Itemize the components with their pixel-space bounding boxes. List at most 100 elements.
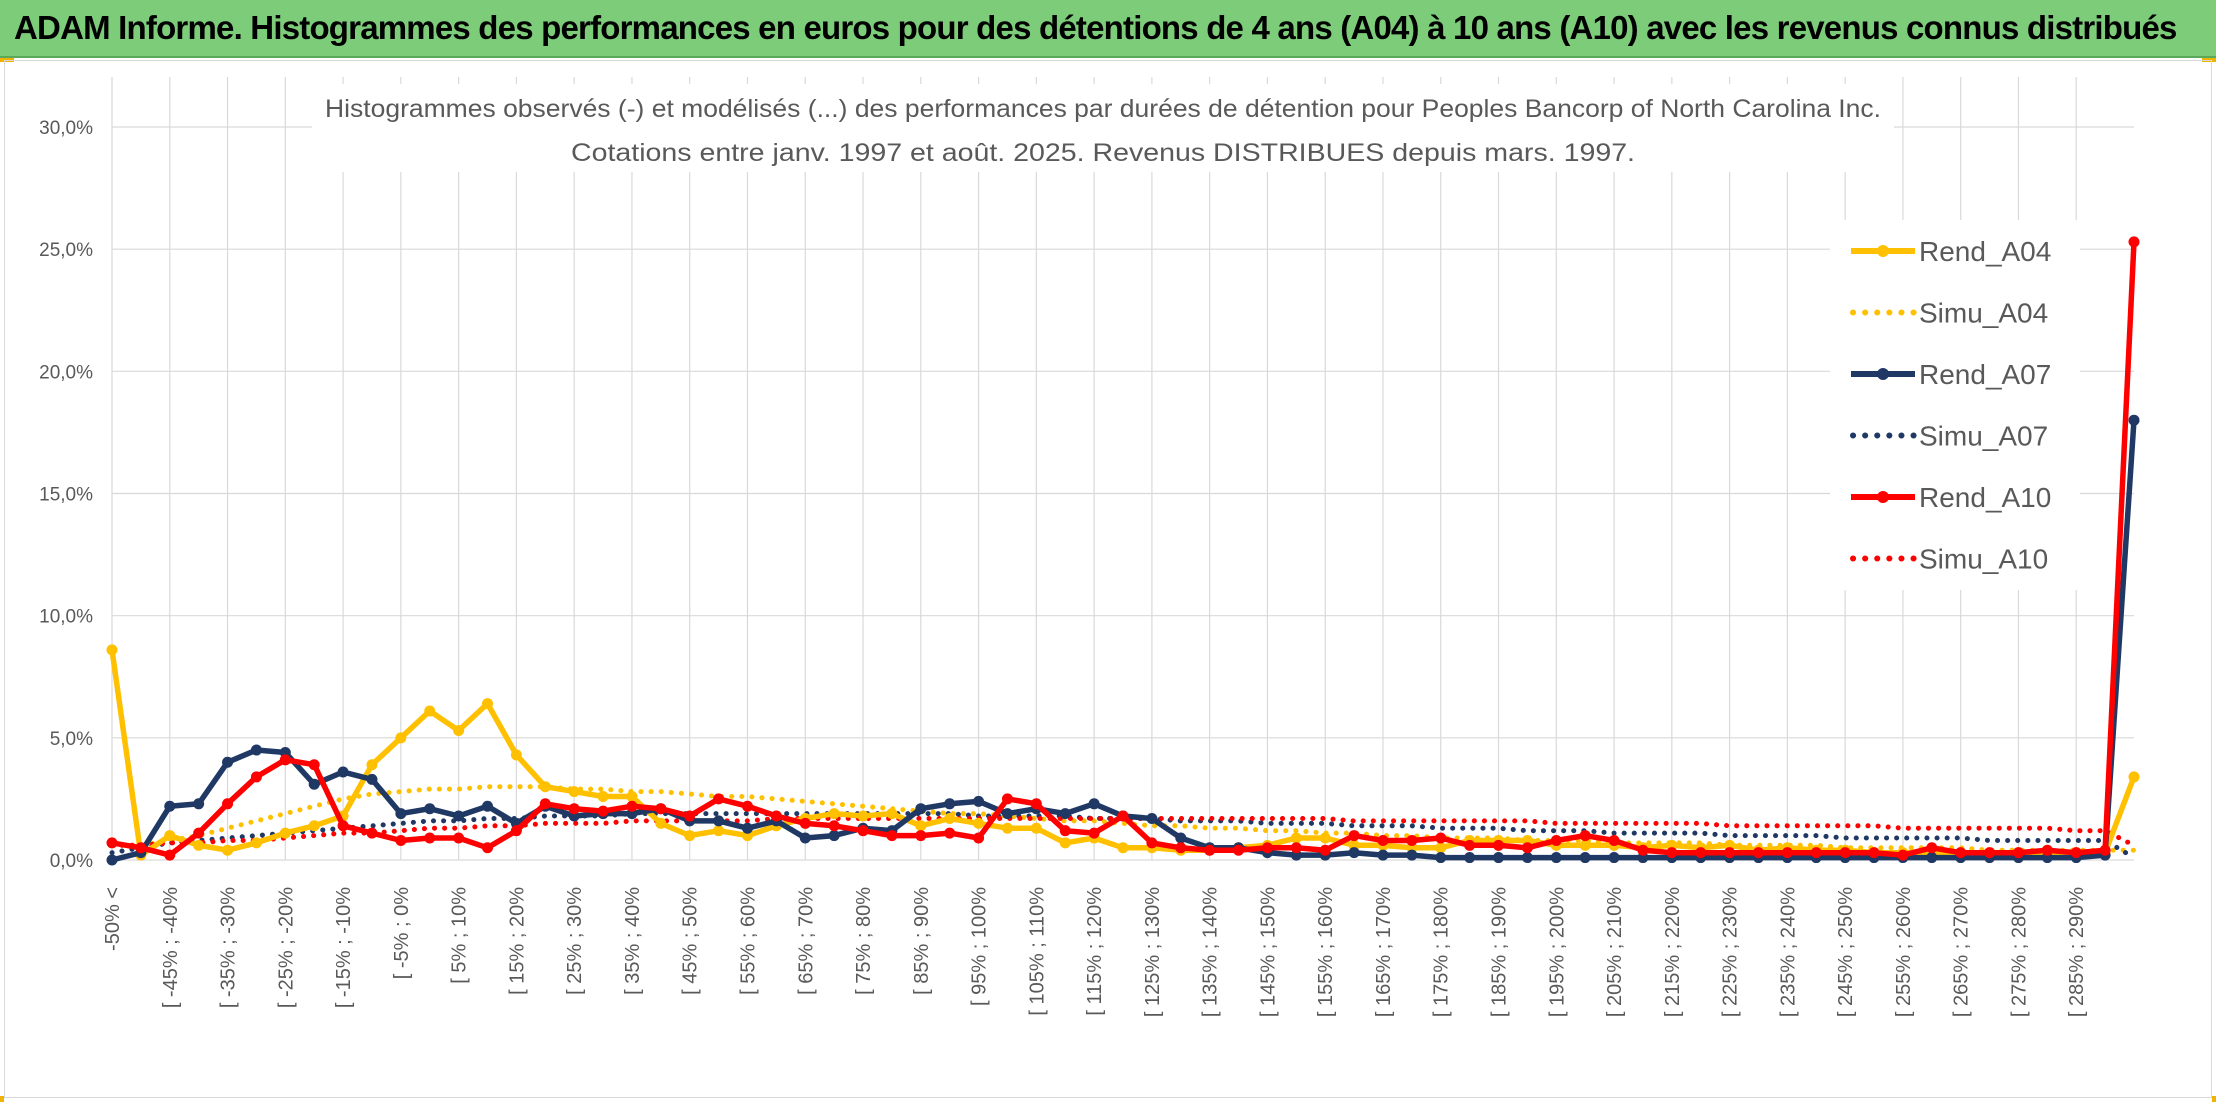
- data-point: [164, 849, 176, 861]
- data-point: [510, 825, 522, 837]
- x-tick-label: [ 235% ; 240%: [1777, 887, 1799, 1017]
- data-point: [164, 830, 176, 842]
- data-point: [1695, 847, 1707, 859]
- x-tick-label: [ -5% ; 0%: [391, 887, 413, 979]
- x-tick-label: [ 285% ; 290%: [2066, 887, 2088, 1017]
- data-point: [944, 798, 956, 810]
- data-point: [510, 749, 522, 761]
- data-point: [279, 754, 291, 766]
- data-point: [973, 832, 985, 844]
- report-title: ADAM Informe. Histogrammes des performan…: [14, 9, 2177, 46]
- data-point: [250, 837, 262, 849]
- data-point: [973, 795, 985, 807]
- data-point: [1088, 827, 1100, 839]
- data-point: [222, 756, 234, 768]
- data-point: [2070, 847, 2082, 859]
- y-tick-label: 20,0%: [39, 362, 93, 383]
- data-point: [135, 842, 147, 854]
- data-point: [1608, 834, 1620, 846]
- x-tick-label: [ 85% ; 90%: [911, 887, 933, 995]
- data-point: [308, 820, 320, 832]
- data-point: [1001, 793, 1013, 805]
- chart-title: Histogrammes observés (-) et modélisés (…: [325, 95, 1881, 123]
- data-point: [539, 798, 551, 810]
- corner-accent-bottom-right: [2212, 1096, 2216, 1102]
- y-tick-label: 25,0%: [39, 240, 93, 261]
- data-point: [1117, 810, 1129, 822]
- data-point: [713, 815, 725, 827]
- x-tick-label: [ 205% ; 210%: [1604, 887, 1626, 1017]
- data-point: [1175, 842, 1187, 854]
- data-point: [1839, 847, 1851, 859]
- data-point: [164, 800, 176, 812]
- series-Simu_A07: [109, 811, 2137, 861]
- x-tick-label: [ 195% ; 200%: [1546, 887, 1568, 1017]
- chart-subtitle: Cotations entre janv. 1997 et août. 2025…: [571, 139, 1635, 167]
- data-point: [568, 803, 580, 815]
- x-axis-ticks: -50% < [ -45% ; -40% [ -35% ; -30% [ -25% ;…: [102, 887, 2088, 1017]
- data-point: [1521, 852, 1533, 864]
- data-point: [222, 798, 234, 810]
- series-line: [109, 784, 2137, 853]
- data-point: [424, 803, 436, 815]
- x-tick-label: [ -25% ; -20%: [275, 887, 297, 1008]
- data-point: [1984, 847, 1996, 859]
- x-tick-label: [ 125% ; 130%: [1142, 887, 1164, 1017]
- data-point: [799, 832, 811, 844]
- data-point: [453, 725, 465, 737]
- x-tick-label: [ 5% ; 10%: [449, 887, 471, 984]
- data-point: [1579, 852, 1591, 864]
- legend-item-Rend_A04: Rend_A04: [1851, 236, 2051, 267]
- legend-backdrop: [1830, 220, 2080, 590]
- data-point: [1001, 822, 1013, 834]
- x-tick-label: [ 215% ; 220%: [1662, 887, 1684, 1017]
- data-point: [568, 786, 580, 798]
- data-point: [106, 854, 118, 866]
- data-point: [1406, 849, 1418, 861]
- data-point: [193, 839, 205, 851]
- data-point: [1435, 852, 1447, 864]
- data-point: [713, 825, 725, 837]
- x-tick-label: [ -45% ; -40%: [160, 887, 182, 1008]
- data-point: [106, 644, 118, 656]
- x-tick-label: [ 95% ; 100%: [969, 887, 991, 1006]
- legend-marker: [1877, 245, 1889, 257]
- data-point: [1377, 834, 1389, 846]
- data-point: [482, 800, 494, 812]
- x-tick-label: [ 185% ; 190%: [1489, 887, 1511, 1017]
- data-point: [1464, 852, 1476, 864]
- data-point: [1146, 837, 1158, 849]
- data-point: [1001, 808, 1013, 820]
- data-point: [1290, 832, 1302, 844]
- data-point: [1348, 847, 1360, 859]
- legend-item-Simu_A04: Simu_A04: [1850, 298, 2048, 329]
- data-point: [2128, 414, 2140, 426]
- data-point: [482, 698, 494, 710]
- data-point: [857, 810, 869, 822]
- data-point: [1550, 852, 1562, 864]
- series-Rend_A04: [106, 644, 2140, 861]
- data-point: [1752, 847, 1764, 859]
- x-tick-label: [ 225% ; 230%: [1720, 887, 1742, 1017]
- x-tick-label: [ 265% ; 270%: [1951, 887, 1973, 1017]
- data-point: [1868, 847, 1880, 859]
- data-point: [1579, 830, 1591, 842]
- data-point: [250, 771, 262, 783]
- data-point: [1810, 847, 1822, 859]
- data-point: [713, 793, 725, 805]
- data-point: [684, 830, 696, 842]
- chart-frame: [4, 60, 2212, 1098]
- x-tick-label: [ 145% ; 150%: [1257, 887, 1279, 1017]
- data-point: [2012, 847, 2024, 859]
- y-tick-label: 30,0%: [39, 118, 93, 139]
- data-point: [799, 817, 811, 829]
- data-point: [1059, 837, 1071, 849]
- x-tick-label: [ 255% ; 260%: [1893, 887, 1915, 1017]
- data-point: [250, 744, 262, 756]
- data-point: [1377, 849, 1389, 861]
- legend-label: Simu_A10: [1919, 544, 2048, 575]
- x-tick-label: [ 75% ; 80%: [853, 887, 875, 995]
- data-point: [1175, 832, 1187, 844]
- x-tick-label: [ 105% ; 110%: [1026, 887, 1048, 1016]
